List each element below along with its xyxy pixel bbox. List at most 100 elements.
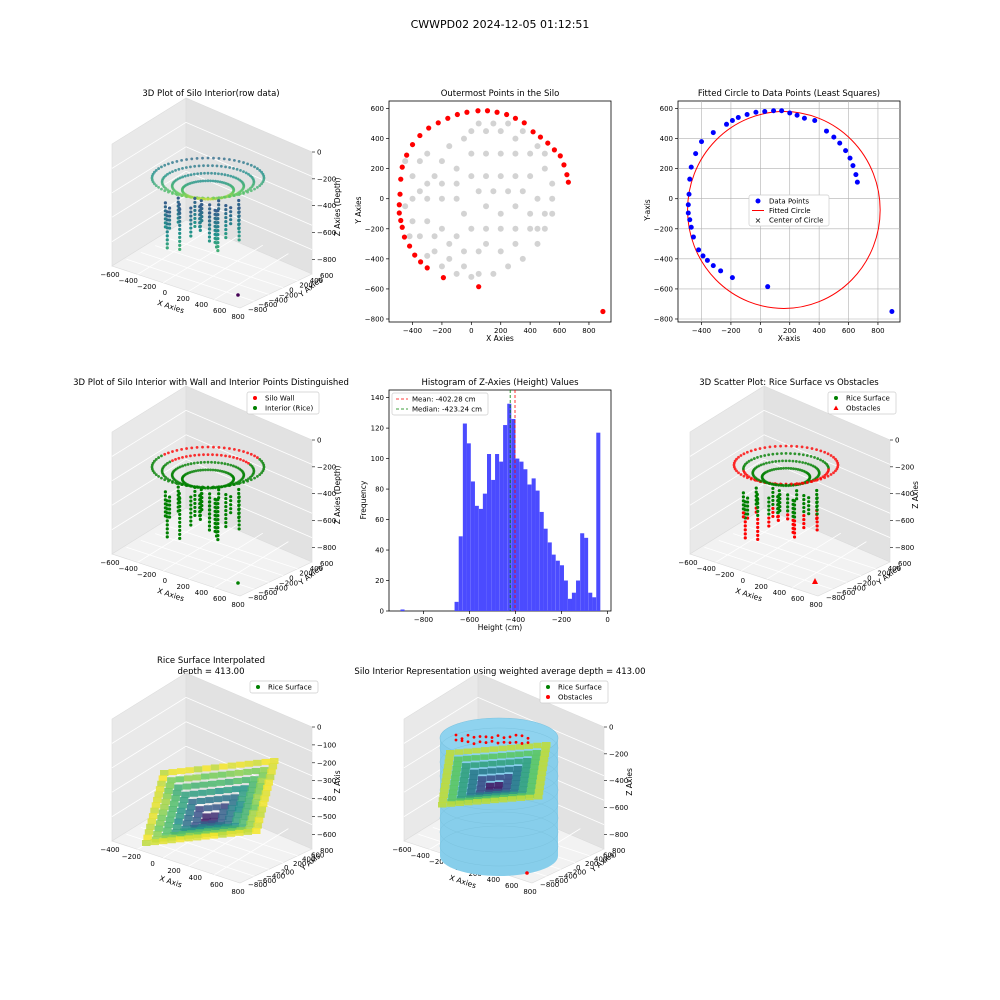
surface-cell: [230, 794, 240, 801]
scatter-point: [737, 471, 740, 475]
scatter-point: [196, 461, 199, 465]
data-point: [718, 268, 724, 274]
scatter-point: [193, 505, 197, 510]
scatter-point: [776, 499, 780, 503]
scatter-point: [771, 452, 775, 456]
grid-line: [188, 532, 264, 580]
legend-box: [827, 391, 897, 415]
scatter-point: [756, 513, 760, 518]
outer-data-point: [484, 108, 491, 114]
scatter-point: [163, 189, 167, 193]
data-point: [853, 172, 859, 178]
scatter-point: [255, 167, 259, 170]
scatter-point: [214, 179, 217, 183]
scatter-point: [195, 445, 199, 449]
scatter-point: [767, 512, 771, 516]
surface-cell: [438, 797, 448, 803]
scatter-point: [232, 166, 235, 170]
panel-title: 3D Scatter Plot: Rice Surface vs Obstacl…: [699, 378, 879, 388]
y-tick-label: 800: [612, 847, 625, 855]
scatter-point: [153, 170, 156, 174]
scatter-point: [209, 468, 212, 472]
scatter-point: [741, 515, 745, 519]
scatter-point: [224, 496, 228, 501]
scatter-point: [743, 532, 747, 536]
grey-data-point: [541, 150, 548, 157]
surface-cell: [219, 808, 228, 815]
scatter-point: [157, 186, 161, 189]
y-tick-label: −400: [654, 255, 673, 263]
x-tick-label: −600: [392, 846, 411, 854]
surface-cell: [504, 774, 513, 780]
grey-data-point: [438, 263, 445, 270]
grey-data-point: [431, 248, 438, 255]
scatter-point: [792, 507, 797, 511]
scatter-point: [239, 169, 242, 172]
surface-cell: [153, 831, 162, 838]
scatter-point: [786, 501, 790, 505]
scatter-point: [234, 465, 238, 469]
scatter-point: [739, 473, 743, 476]
scatter-point: [218, 180, 222, 184]
scatter-point: [186, 462, 190, 466]
surface-cell: [157, 814, 166, 821]
scatter-point: [178, 528, 182, 533]
outer-data-point: [440, 275, 446, 281]
scatter-point: [167, 162, 170, 166]
surface-cell: [515, 744, 525, 750]
scatter-point: [193, 208, 197, 213]
legend-box: [539, 680, 609, 704]
surface-cell: [174, 818, 183, 825]
scatter-point: [171, 450, 174, 453]
grey-data-point: [527, 150, 534, 157]
x-tick-label: 200: [494, 327, 507, 335]
surface-cell: [193, 766, 203, 773]
grey-data-point: [453, 233, 460, 240]
scatter-point: [228, 447, 231, 450]
y-tick-label: 0: [576, 864, 580, 872]
obstacle-point: [490, 736, 494, 739]
scatter-point: [237, 519, 241, 523]
obstacle-point: [508, 735, 512, 739]
scatter-point: [808, 474, 812, 478]
surface-cell: [263, 784, 272, 791]
grid-line: [126, 258, 255, 302]
surface-cell: [179, 797, 189, 804]
surface-cell: [150, 839, 159, 846]
grey-data-point: [512, 203, 519, 210]
y-tick-label: 400: [660, 135, 673, 143]
scatter-point: [776, 518, 780, 522]
scatter-point: [213, 461, 217, 464]
scatter-point: [229, 507, 233, 511]
scatter-point: [249, 478, 253, 482]
scatter-point: [756, 537, 760, 542]
legend-marker: [256, 685, 260, 689]
scatter-point: [189, 210, 193, 214]
surface-cell: [188, 798, 197, 805]
data-point: [704, 257, 710, 263]
obstacle-point: [484, 741, 488, 744]
grey-data-point: [468, 225, 475, 232]
scatter-point: [189, 495, 193, 499]
y-tick-label: −600: [836, 589, 855, 597]
x-tick-label: 600: [210, 881, 223, 889]
scatter-point: [211, 468, 215, 472]
scatter-point: [749, 449, 753, 453]
outer-data-point: [494, 109, 500, 115]
grid-line: [111, 146, 187, 194]
grey-data-point: [483, 173, 490, 180]
scatter-point: [207, 500, 212, 504]
surface-cell: [440, 787, 449, 794]
scatter-point: [767, 453, 771, 457]
scatter-point: [197, 453, 201, 457]
scatter-point: [262, 174, 266, 178]
scatter-point: [178, 215, 182, 220]
scatter-point: [802, 513, 806, 518]
scatter-point: [763, 446, 767, 450]
scatter-point: [222, 484, 226, 488]
data-point: [812, 118, 818, 124]
scatter-point: [826, 452, 830, 456]
scatter-point: [168, 460, 172, 464]
x-tick-label: −400: [692, 327, 711, 335]
scatter-point: [771, 498, 775, 503]
